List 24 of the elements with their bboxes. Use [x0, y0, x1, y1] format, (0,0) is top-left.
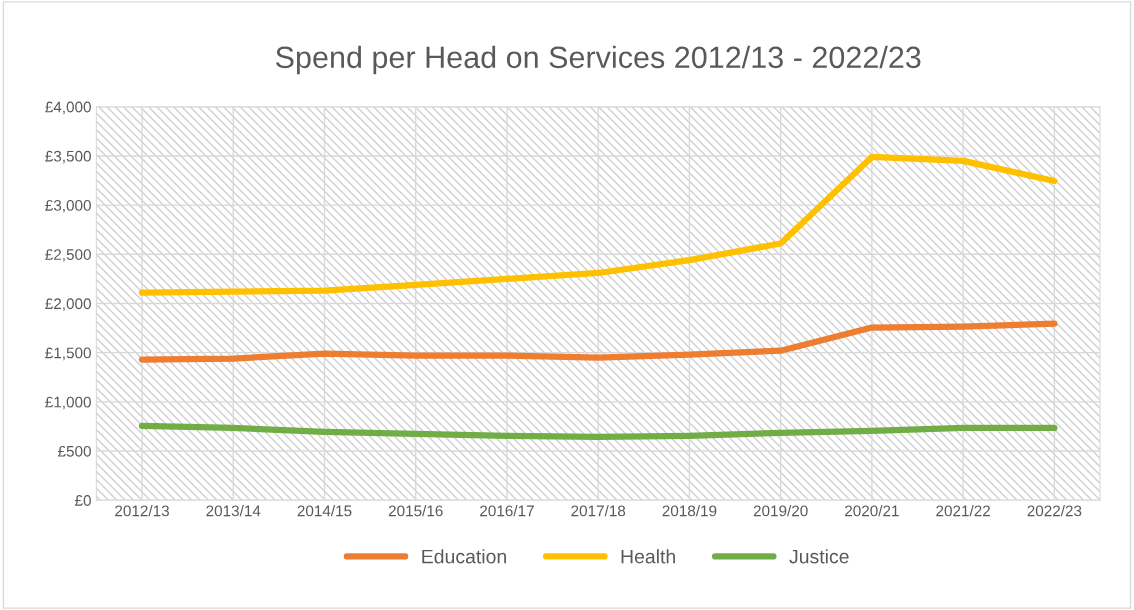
legend-label: Justice: [789, 549, 849, 564]
legend-label: Education: [422, 549, 506, 564]
x-tick-label: 2017/18: [571, 505, 626, 517]
x-tick-label: 2012/13: [115, 505, 169, 517]
x-tick-label: 2015/16: [388, 505, 443, 517]
y-tick-label: £3,000: [45, 199, 91, 213]
y-tick-label: £500: [57, 445, 91, 457]
x-tick-label: 2018/19: [662, 505, 717, 517]
y-tick-label: £3,500: [45, 150, 91, 164]
x-tick-label: 2016/17: [480, 505, 534, 517]
x-tick-label: 2020/21: [845, 505, 899, 517]
x-tick-label: 2021/22: [936, 505, 990, 517]
chart-title: Spend per Head on Services 2012/13 - 2022/23: [275, 45, 921, 75]
y-tick-label: £1,000: [45, 396, 91, 410]
x-tick-label: 2013/14: [206, 505, 261, 517]
legend-label: Health: [621, 549, 675, 564]
y-tick-label: £4,000: [45, 101, 91, 115]
y-tick-label: £0: [74, 495, 91, 506]
y-tick-label: £2,000: [45, 298, 91, 311]
x-tick-label: 2022/23: [1027, 505, 1082, 517]
x-tick-label: 2014/15: [297, 505, 352, 517]
y-tick-label: £2,500: [45, 249, 91, 262]
y-tick-label: £1,500: [45, 347, 91, 361]
x-tick-label: 2019/20: [753, 505, 808, 517]
